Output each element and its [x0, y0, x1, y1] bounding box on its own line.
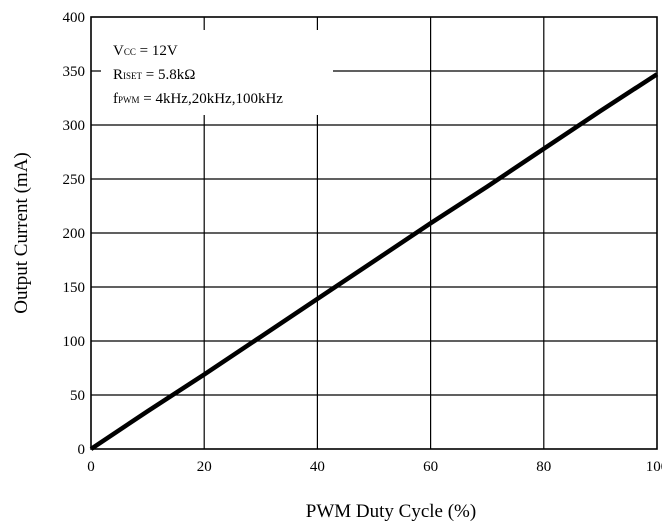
x-tick-label: 20	[197, 459, 212, 475]
y-tick-label: 150	[63, 280, 86, 296]
x-tick-label: 100	[646, 459, 662, 475]
annotation-riset-main: R	[113, 67, 123, 83]
x-tick-label: 60	[423, 459, 438, 475]
x-tick-labels: 0 20 40 60 80 100	[87, 459, 662, 475]
annotation-vcc-main: V	[113, 43, 124, 59]
y-tick-label: 200	[63, 226, 86, 242]
annotation-vcc-rest: = 12V	[136, 43, 178, 59]
series-line	[89, 72, 659, 451]
y-tick-labels: 0 50 100 150 200 250 300 350 400	[63, 10, 86, 458]
annotation-riset: RISET = 5.8kΩ	[113, 67, 195, 83]
annotation-box	[101, 30, 333, 115]
annotation-riset-sub: ISET	[123, 71, 143, 81]
x-tick-label: 80	[536, 459, 551, 475]
plot-frame	[90, 16, 658, 450]
annotation-fpwm-rest: = 4kHz,20kHz,100kHz	[140, 91, 284, 107]
annotation-vcc: VCC = 12V	[113, 43, 178, 59]
annotation-fpwm: fPWM = 4kHz,20kHz,100kHz	[113, 91, 283, 107]
x-axis-title: PWM Duty Cycle (%)	[306, 501, 476, 522]
x-tick-label: 40	[310, 459, 325, 475]
y-tick-label: 250	[63, 172, 86, 188]
annotation: VCC = 12V RISET = 5.8kΩ fPWM = 4kHz,20kH…	[113, 43, 283, 107]
y-axis-title: Output Current (mA)	[11, 152, 32, 313]
annotation-fpwm-main: f	[113, 91, 118, 107]
annotation-fpwm-sub: PWM	[118, 95, 140, 105]
x-tick-label: 0	[87, 459, 95, 475]
annotation-riset-rest: = 5.8kΩ	[142, 67, 195, 83]
y-tick-label: 50	[70, 388, 85, 404]
annotation-vcc-sub: CC	[124, 47, 136, 57]
y-tick-label: 100	[63, 334, 86, 350]
y-tick-label: 0	[78, 442, 86, 458]
y-tick-label: 400	[63, 10, 86, 26]
y-tick-label: 350	[63, 64, 86, 80]
series-group	[89, 72, 659, 451]
y-tick-label: 300	[63, 118, 86, 134]
